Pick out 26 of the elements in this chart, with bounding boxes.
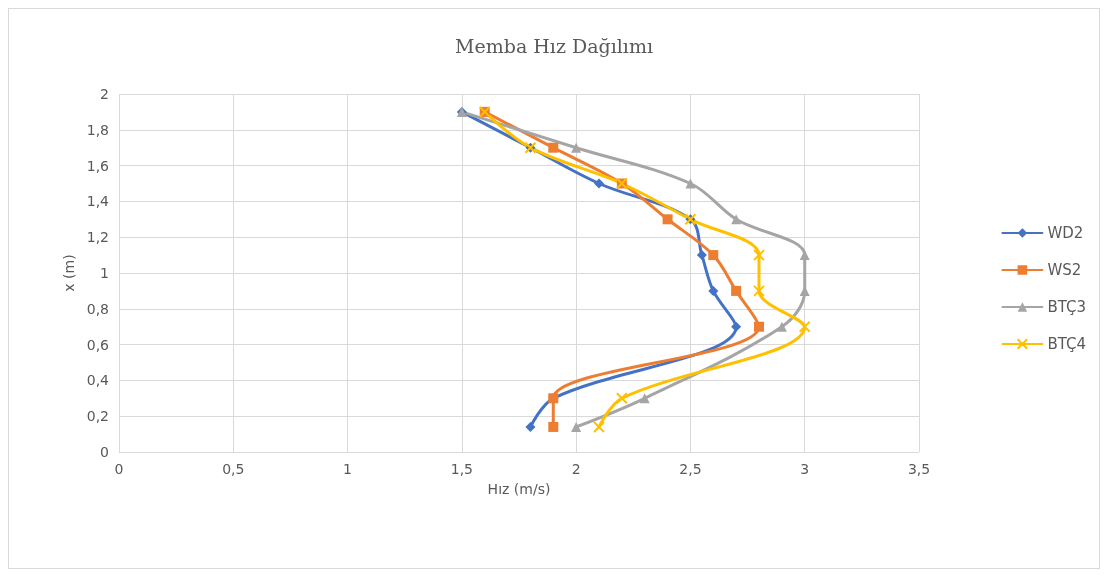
y-tick-label: 0,8 <box>86 300 109 317</box>
legend-label: BTÇ4 <box>1047 335 1086 353</box>
x-axis-title: Hız (m/s) <box>487 481 551 497</box>
legend-label: WD2 <box>1047 224 1084 242</box>
x-tick-label: 0 <box>114 461 124 477</box>
legend-label: WS2 <box>1047 261 1082 279</box>
y-tick-label: 0,2 <box>86 408 109 425</box>
y-tick-label: 2 <box>100 86 109 102</box>
y-tick-label: 1,6 <box>86 157 110 174</box>
y-tick-label: 1,4 <box>86 193 110 210</box>
x-tick-label: 2 <box>571 461 581 477</box>
chart-title: Memba Hız Dağılımı <box>455 34 653 57</box>
x-tick-label: 1 <box>343 461 353 477</box>
legend-label: BTÇ3 <box>1047 298 1086 316</box>
y-axis-title: x (m) <box>60 254 77 292</box>
x-tick-label: 3,5 <box>907 461 931 477</box>
x-tick-label: 0,5 <box>222 461 245 477</box>
y-tick-label: 1 <box>100 265 109 281</box>
y-tick-label: 0,4 <box>86 372 110 389</box>
y-tick-label: 0,6 <box>86 336 110 353</box>
x-tick-label: 3 <box>800 461 810 477</box>
y-tick-label: 1,2 <box>86 229 109 246</box>
x-tick-label: 2,5 <box>679 461 702 477</box>
y-tick-label: 0 <box>100 444 109 460</box>
x-tick-label: 1,5 <box>450 461 473 477</box>
y-tick-label: 1,8 <box>86 121 109 138</box>
